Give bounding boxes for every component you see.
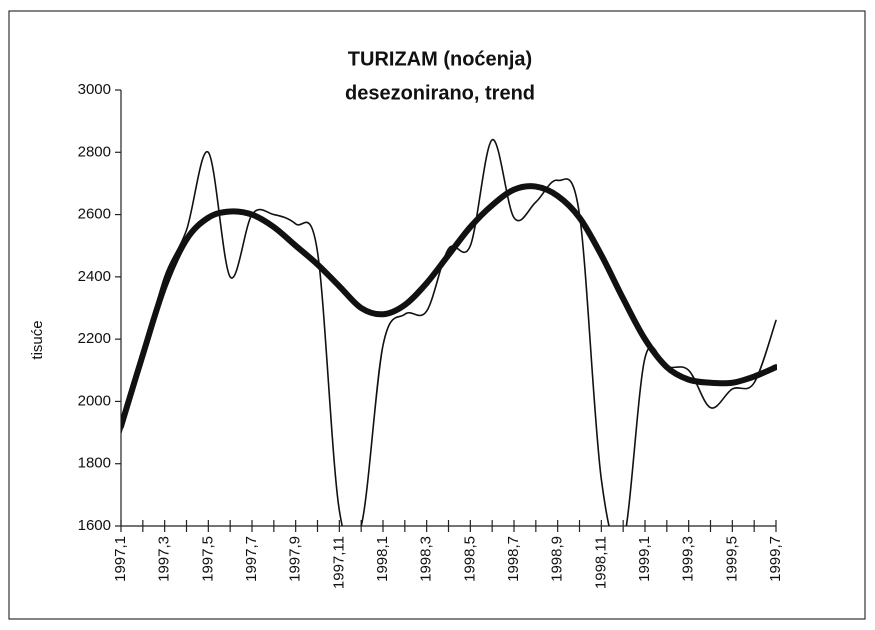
x-tick-label: 1998,9 xyxy=(549,536,566,582)
series-line xyxy=(121,139,777,526)
y-tick-label: 2000 xyxy=(78,392,111,409)
x-tick-label: 1999,1 xyxy=(636,536,653,582)
x-tick-label: 1998,11 xyxy=(592,536,609,589)
x-tick-label: 1999,3 xyxy=(680,536,697,582)
y-axis-label: tisuće xyxy=(29,320,46,359)
chart-title: TURIZAM (noćenja) xyxy=(348,48,532,70)
x-tick-label: 1998,5 xyxy=(461,536,478,582)
y-tick-label: 2400 xyxy=(78,268,111,285)
y-tick-label: 1600 xyxy=(78,517,111,534)
chart-subtitle: desezonirano, trend xyxy=(345,82,535,104)
y-tick-label: 2200 xyxy=(78,330,111,347)
y-tick-label: 3000 xyxy=(78,81,111,98)
x-tick-label: 1998,3 xyxy=(418,536,435,582)
frame xyxy=(8,10,866,620)
x-tick-label: 1997,7 xyxy=(243,536,260,582)
y-tick-label: 2800 xyxy=(78,143,111,160)
x-tick-label: 1997,9 xyxy=(287,536,304,582)
x-tick-label: 1998,1 xyxy=(374,536,391,582)
x-tick-label: 1999,5 xyxy=(723,536,740,582)
x-tick-label: 1997,11 xyxy=(330,536,347,589)
y-tick-label: 1800 xyxy=(78,455,111,472)
x-tick-label: 1997,1 xyxy=(112,536,129,582)
series-line xyxy=(121,183,777,430)
x-tick-label: 1998,7 xyxy=(505,536,522,582)
x-tick-label: 1999,7 xyxy=(767,536,784,582)
x-tick-label: 1997,5 xyxy=(199,536,216,582)
x-tick-label: 1997,3 xyxy=(156,536,173,582)
y-tick-label: 2600 xyxy=(78,206,111,223)
